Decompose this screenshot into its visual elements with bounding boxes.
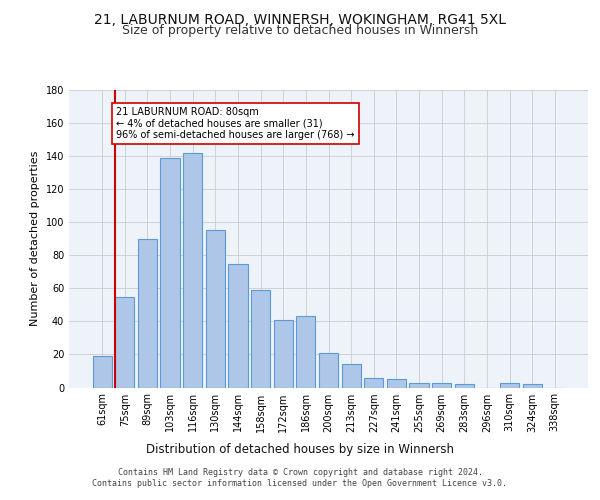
- Bar: [387, 379, 406, 388]
- Bar: [138, 239, 157, 388]
- Bar: [92, 356, 112, 388]
- Text: Contains HM Land Registry data © Crown copyright and database right 2024.
Contai: Contains HM Land Registry data © Crown c…: [92, 468, 508, 487]
- Text: 21, LABURNUM ROAD, WINNERSH, WOKINGHAM, RG41 5XL: 21, LABURNUM ROAD, WINNERSH, WOKINGHAM, …: [94, 12, 506, 26]
- Text: 21 LABURNUM ROAD: 80sqm
← 4% of detached houses are smaller (31)
96% of semi-det: 21 LABURNUM ROAD: 80sqm ← 4% of detached…: [116, 106, 355, 140]
- Y-axis label: Number of detached properties: Number of detached properties: [30, 151, 40, 326]
- Bar: [251, 290, 270, 388]
- Bar: [364, 378, 383, 388]
- Bar: [409, 382, 428, 388]
- Bar: [296, 316, 316, 388]
- Bar: [206, 230, 225, 388]
- Bar: [500, 382, 519, 388]
- Bar: [274, 320, 293, 388]
- Bar: [432, 382, 451, 388]
- Bar: [160, 158, 180, 388]
- Bar: [455, 384, 474, 388]
- Bar: [183, 153, 202, 388]
- Bar: [319, 353, 338, 388]
- Bar: [341, 364, 361, 388]
- Bar: [115, 296, 134, 388]
- Bar: [523, 384, 542, 388]
- Bar: [229, 264, 248, 388]
- Text: Distribution of detached houses by size in Winnersh: Distribution of detached houses by size …: [146, 442, 454, 456]
- Text: Size of property relative to detached houses in Winnersh: Size of property relative to detached ho…: [122, 24, 478, 37]
